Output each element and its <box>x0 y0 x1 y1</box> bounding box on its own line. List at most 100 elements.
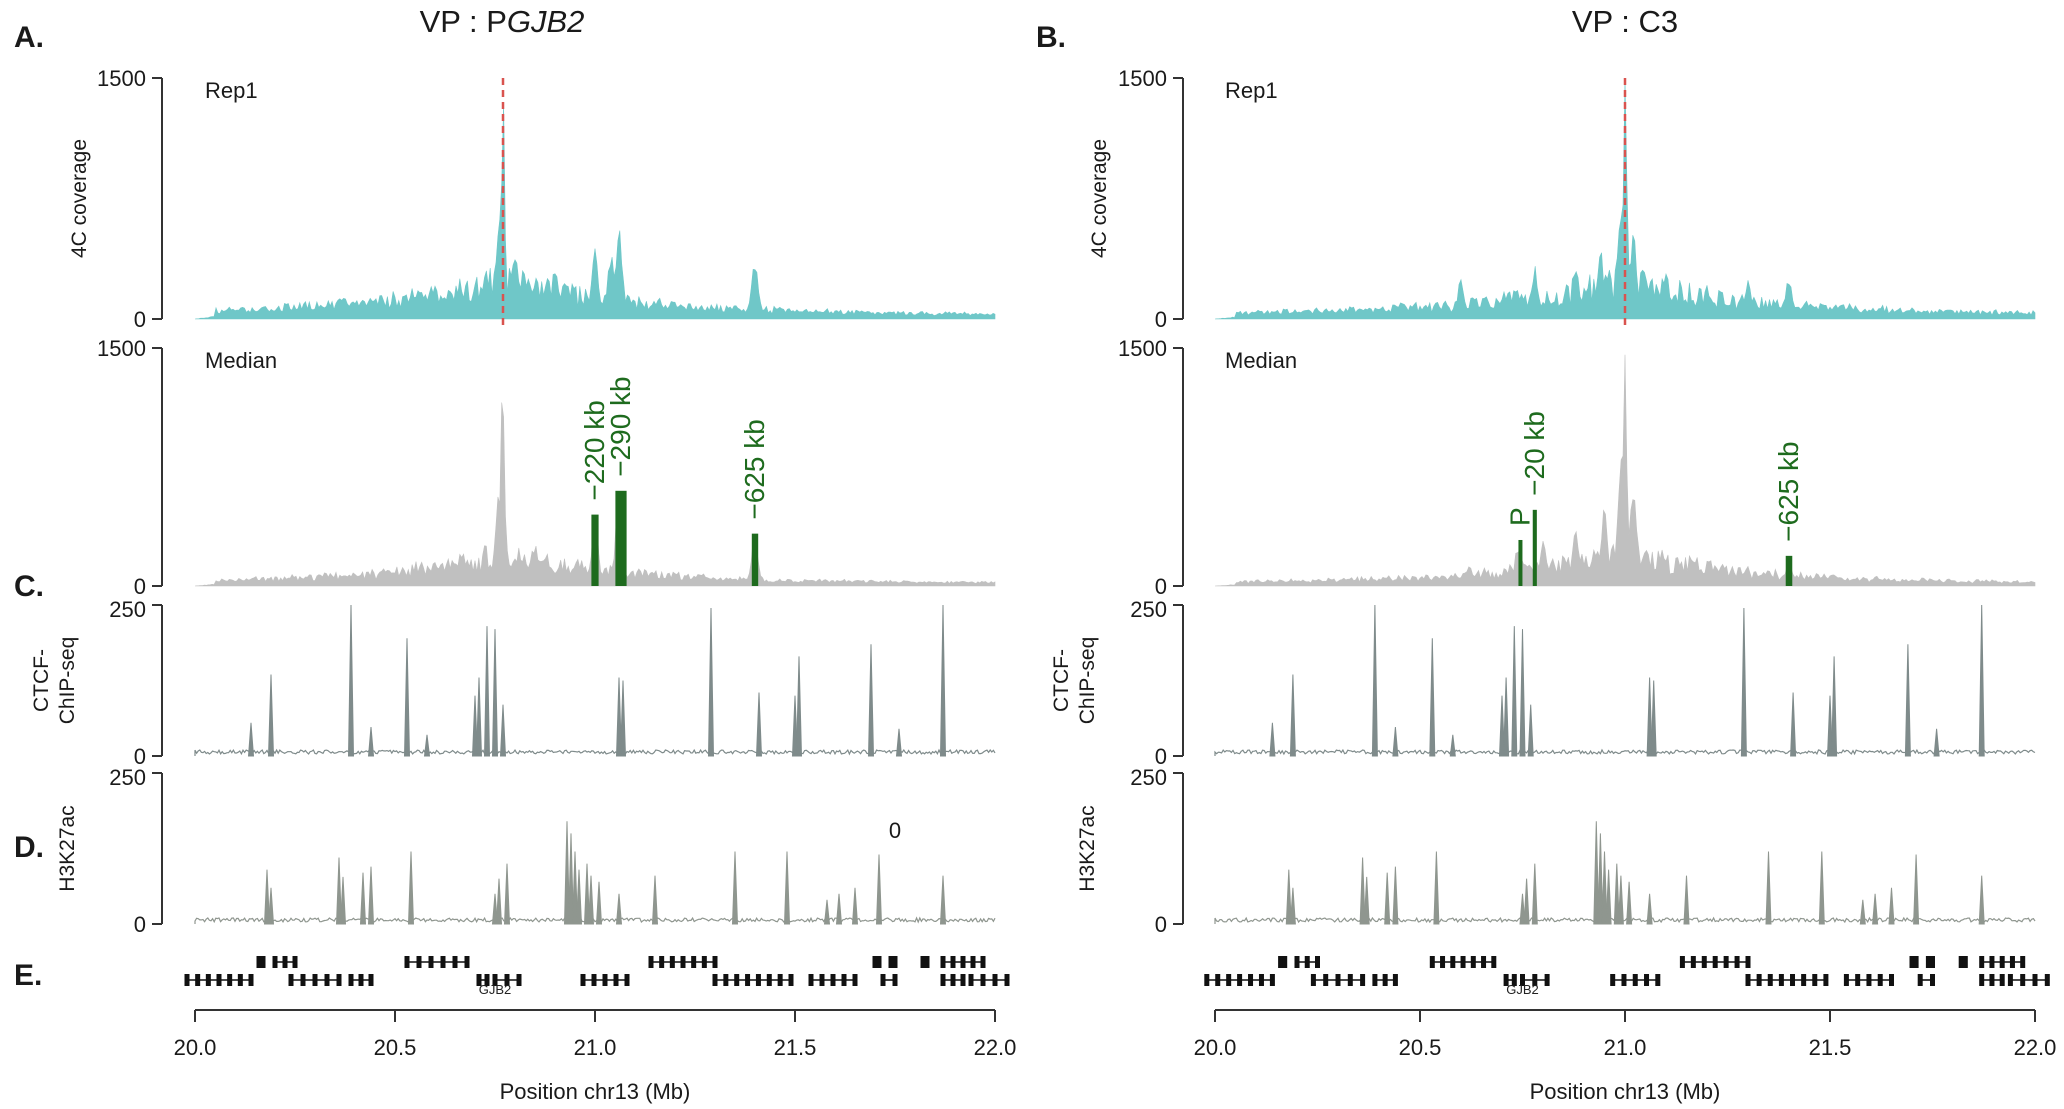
h3k27ac-peak <box>1289 887 1296 925</box>
gene-exon <box>260 956 266 968</box>
ctcf-peak <box>423 734 431 757</box>
h3k27ac-peak <box>267 887 275 925</box>
median-y-tick-label: 1500 <box>97 336 146 361</box>
rep1-y-label: 4C coverage <box>68 139 91 258</box>
panel-title: VP : PGJB2 <box>420 4 585 39</box>
gene-label: GJB2 <box>479 982 512 997</box>
gene-exon <box>216 974 222 986</box>
ctcf-peak <box>1933 728 1940 757</box>
h3k27ac-peak <box>595 881 603 925</box>
gene-exon <box>2032 974 2038 986</box>
gene-exon <box>580 974 586 986</box>
panel-letter: D. <box>14 831 44 864</box>
gene-exon <box>1248 974 1254 986</box>
gene-exon <box>2020 974 2026 986</box>
gene-exon <box>184 974 190 986</box>
h3k27ac-peak <box>1519 893 1526 925</box>
gene-exon <box>1925 956 1931 968</box>
gene-exon <box>808 974 814 986</box>
x-tick-label: 22.0 <box>2014 1035 2057 1060</box>
ctcf-y-label: ChIP-seq <box>56 637 79 725</box>
rep1-track: 1500 0 Rep1 <box>1118 66 2036 332</box>
gene-exon <box>288 974 294 986</box>
highlight-region <box>1532 509 1537 586</box>
gene-exon <box>2009 956 2015 968</box>
gene-exon <box>282 956 288 968</box>
rep1-track-label: Rep1 <box>1225 78 1278 103</box>
h3k27ac-track: 250 0 <box>1130 765 2036 937</box>
gene-exon <box>1347 974 1353 986</box>
gene-exon <box>830 974 836 986</box>
ctcf-baseline <box>1214 748 2036 756</box>
h3k27ac-peak <box>1531 863 1538 925</box>
gene-exon <box>1278 956 1284 968</box>
panel-letter: C. <box>14 570 44 603</box>
h3k27ac-peak <box>835 893 843 925</box>
ctcf-baseline <box>194 748 996 756</box>
rep1-y-tick-label: 0 <box>1155 307 1167 332</box>
gene-exon <box>1440 956 1446 968</box>
h3k27ac-peak <box>495 878 503 925</box>
gene-exon <box>980 974 986 986</box>
ctcf-peak <box>1519 629 1526 757</box>
ctcf-y-tick-label: 0 <box>134 744 146 769</box>
h3k27ac-peak <box>1978 875 1985 925</box>
gene-exon <box>1282 956 1288 968</box>
ctcf-peak <box>403 638 411 757</box>
gene-exon <box>336 974 342 986</box>
gene-exon <box>516 974 522 986</box>
gene-exon <box>1258 974 1264 986</box>
ctcf-y-tick-label: 250 <box>109 597 146 622</box>
gene-exon <box>992 974 998 986</box>
ctcf-peak <box>615 677 623 757</box>
gene-exon <box>766 974 772 986</box>
highlight-region <box>615 490 627 586</box>
h3k27ac-peak <box>1285 869 1292 925</box>
h3k27ac-peak <box>1765 851 1772 925</box>
panel-letter: E. <box>14 959 42 992</box>
rep1-track-label: Rep1 <box>205 78 258 103</box>
gene-exon <box>1734 956 1740 968</box>
h3k27ac-peak <box>575 869 583 925</box>
gene-exon <box>980 956 986 968</box>
gene-exon <box>755 974 761 986</box>
ctcf-peak <box>499 704 507 757</box>
gene-exon <box>1989 974 1995 986</box>
gene-exon <box>920 956 926 968</box>
h3k27ac-peak <box>263 869 271 925</box>
gene-exon <box>613 974 619 986</box>
gene-exon <box>1917 974 1923 986</box>
h3k27ac-y-tick-label: 0 <box>134 912 146 937</box>
h3k27ac-peak <box>359 872 367 925</box>
gene-exon <box>1237 974 1243 986</box>
h3k27ac-peak <box>783 851 791 925</box>
gene-exon <box>819 974 825 986</box>
gene-exon <box>788 974 794 986</box>
ctcf-peak <box>483 626 491 757</box>
gene-exon <box>1644 974 1650 986</box>
h3k27ac-peak <box>571 851 579 925</box>
ctcf-peak <box>347 604 355 757</box>
x-tick-label: 20.0 <box>1194 1035 1237 1060</box>
ctcf-peak <box>1392 726 1399 757</box>
gene-exon <box>1491 956 1497 968</box>
gene-exon <box>1745 956 1751 968</box>
h3k27ac-peak <box>1913 854 1920 925</box>
h3k27ac-baseline <box>194 916 996 924</box>
gene-exon <box>1360 974 1366 986</box>
gene-exon <box>1610 974 1616 986</box>
x-axis-label: Position chr13 (Mb) <box>1530 1079 1721 1104</box>
gene-label: GJB2 <box>1506 982 1539 997</box>
gene-exon <box>940 956 946 968</box>
h3k27ac-peak <box>339 876 347 925</box>
gene-exon <box>1812 974 1818 986</box>
gene-exon <box>358 974 364 986</box>
gene-exon <box>1989 956 1995 968</box>
h3k27ac-peak <box>1363 876 1370 925</box>
gene-exon <box>1226 974 1232 986</box>
gene-exon <box>492 974 498 986</box>
gene-exon <box>484 974 490 986</box>
highlight-region <box>751 533 759 586</box>
ctcf-peak <box>1740 608 1747 757</box>
gene-exon <box>1294 956 1300 968</box>
